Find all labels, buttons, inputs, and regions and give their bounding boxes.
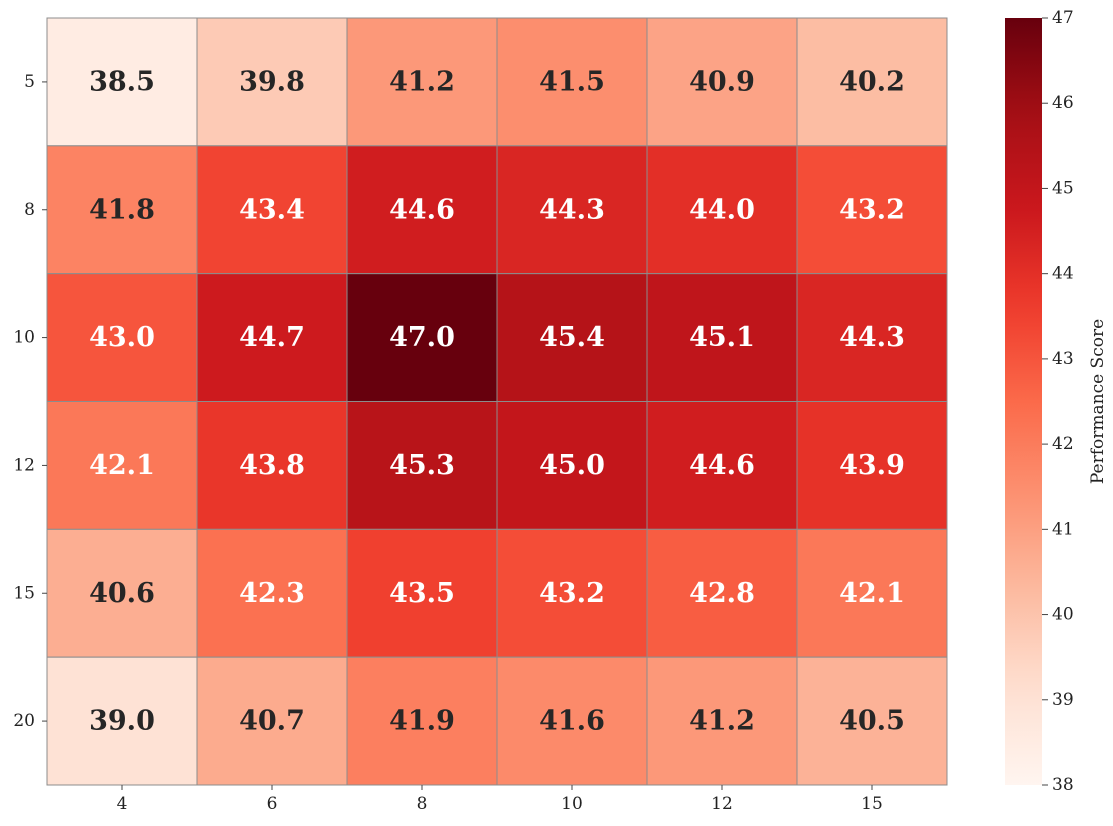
heatmap-cell	[46, 656, 198, 786]
colorbar-tick-label: 46	[1052, 93, 1074, 113]
heatmap-cell-label: 40.7	[239, 706, 305, 737]
y-tick-label: 8	[24, 200, 35, 220]
colorbar-tick-label: 43	[1052, 349, 1074, 369]
y-tick-label: 12	[13, 455, 35, 475]
x-axis-ticks: 4 6 8 10 12 15	[117, 785, 883, 814]
heatmap-cell-label: 43.5	[389, 578, 455, 609]
heatmap-cell-label: 44.0	[689, 194, 755, 225]
heatmap-cell-label: 45.0	[539, 450, 605, 481]
heatmap-cell	[346, 273, 498, 402]
x-tick-label: 4	[117, 794, 128, 814]
colorbar-tick-label: 40	[1052, 605, 1074, 625]
heatmap-cell	[46, 401, 198, 530]
heatmap-cell	[196, 273, 348, 402]
heatmap-cell	[496, 17, 648, 147]
heatmap-cells	[46, 17, 948, 786]
heatmap-cell-label: 42.1	[89, 450, 155, 481]
heatmap-cell-label: 40.5	[839, 706, 905, 737]
heatmap-cell-label: 40.6	[89, 578, 155, 609]
heatmap-cell-label: 41.2	[389, 66, 455, 97]
heatmap-cell-label: 42.3	[239, 578, 305, 609]
x-tick-label: 10	[561, 794, 583, 814]
heatmap-cell	[646, 656, 798, 786]
heatmap-cell-label: 44.6	[389, 194, 455, 225]
colorbar-tick-label: 41	[1052, 519, 1074, 539]
heatmap-cell	[646, 401, 798, 530]
heatmap-cell-labels: 38.5 39.8 41.2 41.5 40.9 40.2 41.8 43.4 44.6 44.3…	[89, 66, 905, 736]
colorbar-tick-label: 44	[1052, 264, 1074, 284]
heatmap-cell-label: 45.4	[539, 322, 605, 353]
heatmap-cell	[496, 656, 648, 786]
heatmap-cell	[46, 528, 198, 658]
heatmap-cell	[496, 273, 648, 402]
heatmap-cell-label: 39.8	[239, 66, 305, 97]
colorbar-gradient	[1005, 18, 1042, 785]
colorbar-title: Performance Score	[1088, 319, 1108, 484]
y-tick-label: 5	[24, 72, 35, 92]
colorbar-tick-label: 39	[1052, 690, 1074, 710]
heatmap-cell	[46, 17, 198, 147]
heatmap-cell-label: 42.1	[839, 578, 905, 609]
heatmap-cell	[496, 145, 648, 275]
heatmap-cell-label: 44.7	[239, 322, 305, 353]
heatmap-cell	[796, 273, 948, 402]
heatmap-cell-label: 45.1	[689, 322, 755, 353]
colorbar-tick-label: 45	[1052, 178, 1074, 198]
y-tick-label: 20	[13, 711, 35, 731]
x-tick-label: 8	[417, 794, 428, 814]
colorbar-ticks: 38 39 40 41 42 43 44 45 46 47	[1042, 8, 1074, 795]
heatmap-cell	[646, 273, 798, 402]
x-tick-label: 15	[861, 794, 883, 814]
heatmap-cell	[796, 145, 948, 275]
y-tick-label: 10	[13, 328, 35, 348]
heatmap-cell	[196, 145, 348, 275]
heatmap-cell-label: 38.5	[89, 66, 155, 97]
y-tick-label: 15	[13, 583, 35, 603]
heatmap-cell-label: 43.4	[239, 194, 305, 225]
colorbar-tick-label: 42	[1052, 434, 1074, 454]
heatmap-cell	[496, 528, 648, 658]
heatmap-cell-label: 41.9	[389, 706, 455, 737]
heatmap-cell	[346, 528, 498, 658]
heatmap-cell-label: 44.3	[539, 194, 605, 225]
heatmap-cell-label: 47.0	[389, 322, 455, 353]
heatmap-cell-label: 44.6	[689, 450, 755, 481]
heatmap-cell-label: 41.8	[89, 194, 155, 225]
heatmap-cell	[46, 273, 198, 402]
heatmap-cell	[346, 401, 498, 530]
heatmap-cell	[796, 656, 948, 786]
x-tick-label: 6	[267, 794, 278, 814]
heatmap-cell-label: 43.0	[89, 322, 155, 353]
heatmap-cell-label: 43.2	[839, 194, 905, 225]
heatmap-cell-label: 40.2	[839, 66, 905, 97]
heatmap-cell	[496, 401, 648, 530]
heatmap-cell-label: 43.9	[839, 450, 905, 481]
heatmap-cell-label: 44.3	[839, 322, 905, 353]
heatmap-cell-label: 41.6	[539, 706, 605, 737]
heatmap-cell	[796, 401, 948, 530]
heatmap-cell-label: 45.3	[389, 450, 455, 481]
heatmap-cell	[646, 528, 798, 658]
heatmap-cell	[346, 17, 498, 147]
heatmap-cell	[646, 17, 798, 147]
heatmap-cell	[196, 401, 348, 530]
x-tick-label: 12	[711, 794, 733, 814]
heatmap-cell	[796, 17, 948, 147]
heatmap-cell	[796, 528, 948, 658]
heatmap-cell-label: 43.8	[239, 450, 305, 481]
heatmap-cell-label: 39.0	[89, 706, 155, 737]
heatmap-cell-label: 40.9	[689, 66, 755, 97]
colorbar-tick-label: 38	[1052, 775, 1074, 795]
heatmap-cell-label: 42.8	[689, 578, 755, 609]
heatmap-cell	[196, 17, 348, 147]
heatmap-cell-label: 43.2	[539, 578, 605, 609]
heatmap-cell-label: 41.2	[689, 706, 755, 737]
heatmap-cell-label: 41.5	[539, 66, 605, 97]
y-axis-ticks: 5 8 10 12 15 20	[13, 72, 47, 731]
colorbar: 38 39 40 41 42 43 44 45 46 47 Performance Score	[1005, 8, 1108, 795]
colorbar-tick-label: 47	[1052, 8, 1074, 28]
